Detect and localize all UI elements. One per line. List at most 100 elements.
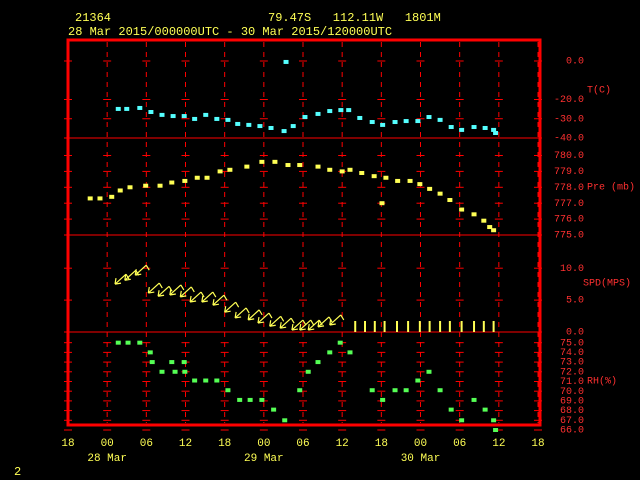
y-tick-label: 779.0	[554, 167, 584, 178]
wind-arrow	[329, 314, 345, 326]
data-point	[415, 378, 421, 383]
wind-arrow	[234, 307, 250, 319]
x-tick-label: 18	[531, 438, 544, 450]
y-tick-label: 777.0	[554, 199, 584, 210]
data-point	[359, 170, 365, 175]
data-point	[297, 388, 303, 393]
data-point	[380, 122, 386, 127]
data-point	[346, 108, 352, 113]
data-point	[225, 388, 231, 393]
data-point	[471, 212, 477, 217]
y-tick-label: 70.0	[560, 387, 584, 398]
data-point	[148, 110, 154, 115]
data-point	[369, 388, 375, 393]
data-point	[227, 167, 233, 172]
wind-arrow	[257, 312, 273, 324]
data-point	[403, 388, 409, 393]
data-point	[169, 180, 175, 185]
y-axis-label: SPD(MPS)	[583, 278, 631, 290]
data-point	[315, 164, 321, 169]
x-tick-label: 00	[101, 438, 114, 450]
data-point	[471, 125, 477, 130]
data-point	[447, 198, 453, 203]
data-point	[172, 369, 178, 374]
wind-arrow	[147, 282, 163, 294]
x-date-label: 29 Mar	[244, 453, 284, 465]
y-tick-label: 74.0	[560, 348, 584, 359]
data-point	[339, 169, 345, 174]
y-tick-label: 778.0	[554, 183, 584, 194]
x-tick-label: 12	[336, 438, 349, 450]
wind-arrow	[114, 273, 130, 285]
data-point	[192, 116, 198, 121]
wind-arrow	[291, 319, 307, 331]
data-point	[493, 130, 499, 135]
data-point	[247, 397, 253, 402]
data-point	[257, 124, 263, 129]
data-point	[417, 182, 423, 187]
data-point	[214, 378, 220, 383]
data-point	[235, 121, 241, 126]
data-point	[87, 196, 93, 201]
data-point	[143, 183, 149, 188]
data-point	[246, 122, 252, 127]
y-tick-label: 775.0	[554, 231, 584, 242]
data-point	[379, 201, 385, 206]
wind-arrow	[201, 291, 217, 303]
data-point	[338, 108, 344, 113]
x-tick-label: 18	[375, 438, 388, 450]
data-point	[149, 360, 155, 365]
data-point	[369, 120, 375, 125]
y-axis-label: Pre (mb)	[587, 182, 635, 194]
data-point	[170, 114, 176, 119]
data-point	[392, 388, 398, 393]
x-tick-label: 18	[61, 438, 74, 450]
x-tick-label: 00	[414, 438, 427, 450]
data-point	[117, 188, 123, 193]
data-point	[383, 175, 389, 180]
data-point	[203, 378, 209, 383]
data-point	[380, 397, 386, 402]
data-point	[115, 106, 121, 111]
data-point	[415, 119, 421, 124]
data-point	[437, 388, 443, 393]
data-point	[371, 174, 377, 179]
data-point	[237, 397, 243, 402]
data-point	[315, 111, 321, 116]
data-series	[115, 59, 499, 135]
y-tick-label: 67.0	[560, 416, 584, 427]
data-point	[181, 360, 187, 365]
wind-arrow	[179, 286, 195, 298]
data-point	[315, 360, 321, 365]
data-point	[481, 218, 487, 223]
data-point	[159, 369, 165, 374]
data-series	[115, 340, 499, 432]
y-tick-label: 780.0	[554, 151, 584, 162]
y-tick-label: 75.0	[560, 338, 584, 349]
data-point	[137, 105, 143, 110]
data-point	[403, 119, 409, 124]
wind-arrow	[169, 284, 185, 296]
x-tick-label: 06	[140, 438, 153, 450]
data-point	[115, 340, 121, 345]
data-point	[427, 186, 433, 191]
y-tick-label: -30.0	[554, 114, 584, 125]
wind-arrow	[134, 264, 150, 276]
data-point	[437, 117, 443, 122]
y-axis-label: T(C)	[587, 85, 611, 97]
wind-arrow	[224, 301, 240, 313]
data-point	[214, 116, 220, 121]
x-tick-label: 06	[296, 438, 309, 450]
data-point	[482, 125, 488, 130]
wind-arrow	[279, 317, 295, 329]
wind-arrow	[269, 315, 285, 327]
data-point	[327, 350, 333, 355]
data-point	[448, 125, 454, 130]
data-point	[290, 124, 296, 129]
data-point	[448, 407, 454, 412]
station-id: 21364	[75, 11, 111, 25]
data-point	[302, 115, 308, 120]
data-point	[297, 163, 303, 168]
data-point	[192, 378, 198, 383]
